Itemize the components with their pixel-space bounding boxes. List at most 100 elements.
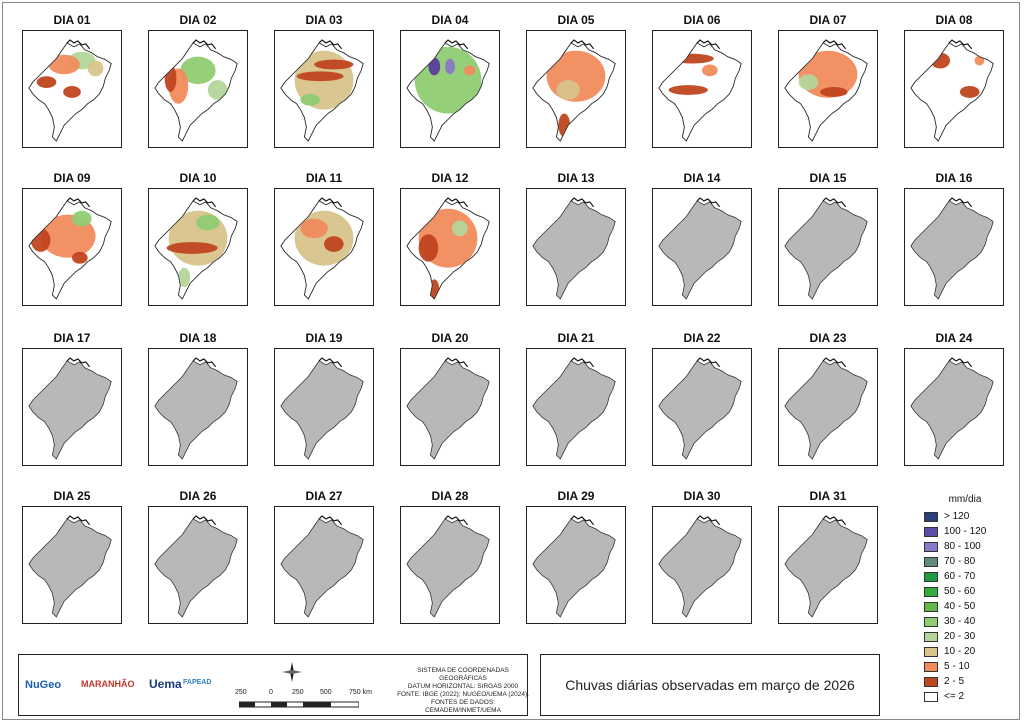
- day-map-title: DIA 22: [683, 331, 721, 345]
- state-outline: [658, 39, 742, 142]
- legend-label: 70 - 80: [944, 556, 976, 567]
- day-map-frame: [274, 348, 374, 466]
- day-map-title: DIA 20: [431, 331, 469, 345]
- day-map-frame: [904, 348, 1004, 466]
- srs-line: FONTE: IBGE (2022); NUGEO/UEMA (2024).: [397, 691, 529, 698]
- logo-maranhao: MARANHÃO: [81, 679, 135, 689]
- state-outline: [406, 39, 490, 142]
- day-map-panel: DIA 07: [778, 12, 878, 150]
- day-map-frame: [400, 30, 500, 148]
- map-info-box: NuGeo MARANHÃO Uema FAPEAD 250 0 250 500…: [18, 654, 529, 716]
- day-map-panel: DIA 03: [274, 12, 374, 150]
- state-outline: [154, 39, 238, 142]
- legend-item: 70 - 80: [924, 554, 1014, 569]
- day-map-frame: [652, 30, 752, 148]
- day-map-frame: [778, 348, 878, 466]
- legend-item: 5 - 10: [924, 659, 1014, 674]
- state-outline: [280, 39, 364, 142]
- state-outline: [28, 357, 112, 460]
- day-map-panel: DIA 04: [400, 12, 500, 150]
- day-map-frame: [274, 506, 374, 624]
- day-map-panel: DIA 30: [652, 488, 752, 626]
- state-outline: [658, 357, 742, 460]
- day-map-title: DIA 28: [431, 489, 469, 503]
- day-map-title: DIA 14: [683, 171, 721, 185]
- day-map-frame: [652, 506, 752, 624]
- coordinate-system-info: SISTEMA DE COORDENADAS GEOGRÁFICAS DATUM…: [397, 667, 529, 715]
- day-map-panel: DIA 23: [778, 330, 878, 468]
- legend-label: 60 - 70: [944, 571, 976, 582]
- legend-swatch: [924, 646, 938, 657]
- day-map-frame: [904, 188, 1004, 306]
- figure-title: Chuvas diárias observadas em março de 20…: [565, 677, 855, 693]
- day-map-title: DIA 25: [53, 489, 91, 503]
- day-map-panel: DIA 26: [148, 488, 248, 626]
- legend-swatch: [924, 556, 938, 567]
- day-map-frame: [652, 188, 752, 306]
- day-map-frame: [22, 30, 122, 148]
- day-map-frame: [400, 348, 500, 466]
- legend-item: 30 - 40: [924, 614, 1014, 629]
- state-outline: [154, 197, 238, 300]
- legend-label: 80 - 100: [944, 541, 981, 552]
- day-map-frame: [274, 30, 374, 148]
- day-map-frame: [400, 506, 500, 624]
- day-map-panel: DIA 29: [526, 488, 626, 626]
- day-map-panel: DIA 11: [274, 170, 374, 308]
- legend-swatch: [924, 691, 938, 702]
- legend-label: <= 2: [944, 691, 965, 702]
- legend-label: 30 - 40: [944, 616, 976, 627]
- state-outline: [532, 515, 616, 618]
- day-map-title: DIA 18: [179, 331, 217, 345]
- state-outline: [406, 515, 490, 618]
- day-map-panel: DIA 10: [148, 170, 248, 308]
- day-map-title: DIA 06: [683, 13, 721, 27]
- scale-label-250-left: 250: [235, 689, 247, 696]
- legend-swatch: [924, 676, 938, 687]
- legend-item: 2 - 5: [924, 674, 1014, 689]
- north-arrow-icon: [282, 662, 302, 682]
- day-map-frame: [148, 188, 248, 306]
- state-outline: [154, 357, 238, 460]
- day-map-title: DIA 26: [179, 489, 217, 503]
- day-map-title: DIA 11: [305, 171, 343, 185]
- day-map-title: DIA 29: [557, 489, 595, 503]
- state-outline: [280, 357, 364, 460]
- day-map-frame: [778, 188, 878, 306]
- day-map-title: DIA 01: [53, 13, 91, 27]
- day-map-title: DIA 04: [431, 13, 469, 27]
- day-map-frame: [778, 506, 878, 624]
- state-outline: [532, 39, 616, 142]
- state-outline: [280, 515, 364, 618]
- legend-swatch: [924, 631, 938, 642]
- day-map-panel: DIA 24: [904, 330, 1004, 468]
- day-map-title: DIA 08: [935, 13, 973, 27]
- day-map-panel: DIA 19: [274, 330, 374, 468]
- day-map-panel: DIA 13: [526, 170, 626, 308]
- legend-swatch: [924, 571, 938, 582]
- day-map-panel: DIA 16: [904, 170, 1004, 308]
- legend-label: 10 - 20: [944, 646, 976, 657]
- day-map-panel: DIA 05: [526, 12, 626, 150]
- day-map-panel: DIA 08: [904, 12, 1004, 150]
- day-map-title: DIA 13: [557, 171, 595, 185]
- day-map-frame: [274, 188, 374, 306]
- srs-line: DATUM HORIZONTAL: SIRGAS 2000: [407, 683, 519, 690]
- day-map-title: DIA 24: [935, 331, 973, 345]
- day-map-frame: [526, 30, 626, 148]
- legend-item: 80 - 100: [924, 539, 1014, 554]
- day-map-title: DIA 03: [305, 13, 343, 27]
- logo-uema: Uema: [149, 677, 182, 691]
- day-map-frame: [400, 188, 500, 306]
- day-map-frame: [148, 30, 248, 148]
- day-map-panel: DIA 09: [22, 170, 122, 308]
- day-map-panel: DIA 25: [22, 488, 122, 626]
- day-map-title: DIA 21: [557, 331, 595, 345]
- logo-fapead: FAPEAD: [183, 679, 212, 686]
- day-map-title: DIA 10: [179, 171, 217, 185]
- legend-item: > 120: [924, 509, 1014, 524]
- state-outline: [784, 357, 868, 460]
- day-map-panel: DIA 21: [526, 330, 626, 468]
